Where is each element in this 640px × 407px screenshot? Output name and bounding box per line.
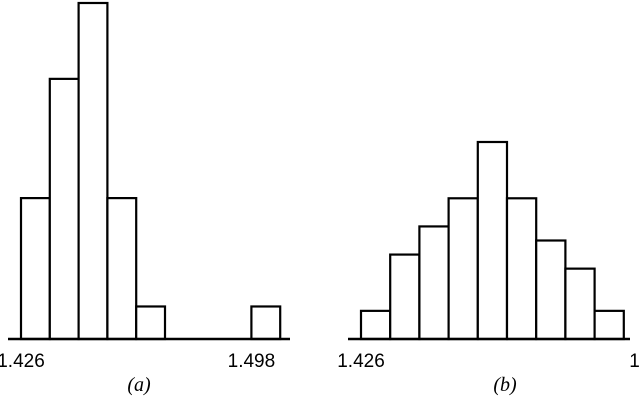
panel-b-bar-1	[359, 309, 392, 341]
panel-b-bar-6	[505, 197, 538, 341]
panel-b-bar-9	[593, 309, 625, 341]
panel-a-bar-3	[77, 1, 109, 341]
panel-a-tick-label-end: 1.498	[228, 351, 276, 372]
panel-b-bar-8	[564, 267, 596, 341]
histogram-panel-b: 1.426 1.462 (b)	[337, 140, 640, 396]
panel-a-bar-9	[250, 305, 282, 341]
panel-b-label: (b)	[493, 374, 517, 396]
panel-a-tick-label-start: 1.426	[0, 351, 45, 372]
panel-b-bar-4	[447, 197, 479, 341]
panel-b-bar-3	[418, 225, 450, 341]
panel-b-bars	[359, 140, 625, 341]
panel-a-bars	[19, 1, 282, 341]
panel-b-tick-label-end: 1.462	[629, 351, 640, 372]
panel-a-bar-4	[106, 197, 138, 341]
panel-b-tick-label-start: 1.426	[337, 351, 385, 372]
panel-b-bar-2	[389, 253, 421, 341]
histogram-panel-a: 1.426 1.498 (a)	[0, 1, 290, 396]
panel-a-bar-2	[48, 77, 80, 341]
panel-b-bar-7	[535, 239, 567, 341]
panel-a-label: (a)	[127, 374, 151, 396]
panel-a-bar-1	[19, 197, 51, 341]
panel-b-bar-5	[476, 140, 509, 341]
panel-a-bar-5	[135, 305, 167, 341]
